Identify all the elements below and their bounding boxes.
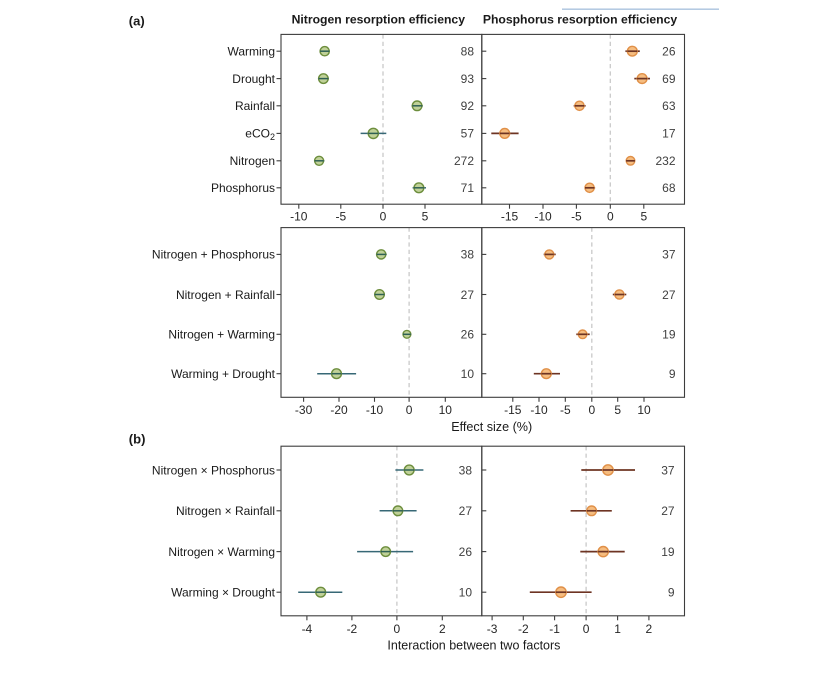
svg-text:10: 10 xyxy=(461,367,475,381)
svg-text:19: 19 xyxy=(661,545,675,559)
svg-text:eCO2: eCO2 xyxy=(245,127,275,143)
svg-text:(a): (a) xyxy=(129,13,145,28)
svg-text:-15: -15 xyxy=(504,403,522,417)
svg-text:272: 272 xyxy=(454,154,474,168)
svg-text:0: 0 xyxy=(406,403,413,417)
svg-text:-20: -20 xyxy=(330,403,348,417)
svg-text:9: 9 xyxy=(669,367,676,381)
svg-text:0: 0 xyxy=(588,403,595,417)
svg-text:63: 63 xyxy=(662,99,676,113)
svg-text:17: 17 xyxy=(662,127,676,141)
svg-text:-1: -1 xyxy=(549,622,560,636)
svg-text:(b): (b) xyxy=(129,431,146,446)
svg-text:Nitrogen: Nitrogen xyxy=(230,154,275,168)
svg-text:-10: -10 xyxy=(290,209,308,223)
svg-text:1: 1 xyxy=(614,622,621,636)
svg-text:-4: -4 xyxy=(302,622,313,636)
svg-text:-5: -5 xyxy=(560,403,571,417)
svg-text:-2: -2 xyxy=(347,622,358,636)
svg-text:27: 27 xyxy=(461,288,475,302)
svg-text:9: 9 xyxy=(668,586,675,600)
svg-text:232: 232 xyxy=(655,154,675,168)
svg-text:Effect size (%): Effect size (%) xyxy=(451,420,532,434)
svg-text:Nitrogen resorption efficiency: Nitrogen resorption efficiency xyxy=(292,13,466,27)
svg-text:-3: -3 xyxy=(487,622,498,636)
svg-text:-30: -30 xyxy=(295,403,313,417)
svg-text:27: 27 xyxy=(459,504,473,518)
svg-text:27: 27 xyxy=(662,288,676,302)
svg-text:-5: -5 xyxy=(335,209,346,223)
svg-text:Drought: Drought xyxy=(232,72,275,86)
svg-text:38: 38 xyxy=(459,463,473,477)
svg-text:68: 68 xyxy=(662,181,676,195)
svg-text:Warming + Drought: Warming + Drought xyxy=(171,367,276,381)
svg-text:26: 26 xyxy=(662,45,676,59)
svg-text:Nitrogen + Phosphorus: Nitrogen + Phosphorus xyxy=(152,248,275,262)
svg-text:-10: -10 xyxy=(534,209,552,223)
svg-text:Interaction between two factor: Interaction between two factors xyxy=(387,639,560,653)
svg-text:0: 0 xyxy=(380,209,387,223)
svg-text:Nitrogen × Rainfall: Nitrogen × Rainfall xyxy=(176,504,275,518)
svg-text:Nitrogen × Phosphorus: Nitrogen × Phosphorus xyxy=(152,463,275,477)
svg-text:2: 2 xyxy=(439,622,446,636)
svg-text:-10: -10 xyxy=(530,403,548,417)
svg-text:37: 37 xyxy=(662,248,676,262)
svg-text:Warming × Drought: Warming × Drought xyxy=(171,586,276,600)
svg-text:-2: -2 xyxy=(518,622,529,636)
svg-text:93: 93 xyxy=(461,72,475,86)
svg-text:2: 2 xyxy=(646,622,653,636)
svg-text:5: 5 xyxy=(422,209,429,223)
svg-text:10: 10 xyxy=(637,403,651,417)
svg-text:0: 0 xyxy=(583,622,590,636)
svg-text:88: 88 xyxy=(461,45,475,59)
svg-text:-5: -5 xyxy=(571,209,582,223)
svg-text:10: 10 xyxy=(439,403,453,417)
svg-text:19: 19 xyxy=(662,328,676,342)
svg-text:-15: -15 xyxy=(501,209,519,223)
svg-text:37: 37 xyxy=(661,463,675,477)
svg-text:27: 27 xyxy=(661,504,675,518)
svg-text:Warming: Warming xyxy=(227,45,275,59)
svg-text:26: 26 xyxy=(459,545,473,559)
svg-text:0: 0 xyxy=(607,209,614,223)
svg-text:57: 57 xyxy=(461,127,475,141)
svg-text:92: 92 xyxy=(461,99,475,113)
svg-text:71: 71 xyxy=(461,181,475,195)
svg-text:-10: -10 xyxy=(366,403,384,417)
svg-text:5: 5 xyxy=(614,403,621,417)
svg-text:Nitrogen + Warming: Nitrogen + Warming xyxy=(168,328,275,342)
svg-text:10: 10 xyxy=(459,586,473,600)
svg-text:Nitrogen + Rainfall: Nitrogen + Rainfall xyxy=(176,288,275,302)
svg-text:Phosphorus: Phosphorus xyxy=(211,181,275,195)
svg-text:0: 0 xyxy=(394,622,401,636)
svg-text:Phosphorus resorption efficien: Phosphorus resorption efficiency xyxy=(483,13,678,27)
svg-text:26: 26 xyxy=(461,328,475,342)
svg-text:5: 5 xyxy=(640,209,647,223)
svg-text:Rainfall: Rainfall xyxy=(235,99,275,113)
svg-text:Nitrogen × Warming: Nitrogen × Warming xyxy=(168,545,275,559)
svg-text:69: 69 xyxy=(662,72,676,86)
svg-text:38: 38 xyxy=(461,248,475,262)
